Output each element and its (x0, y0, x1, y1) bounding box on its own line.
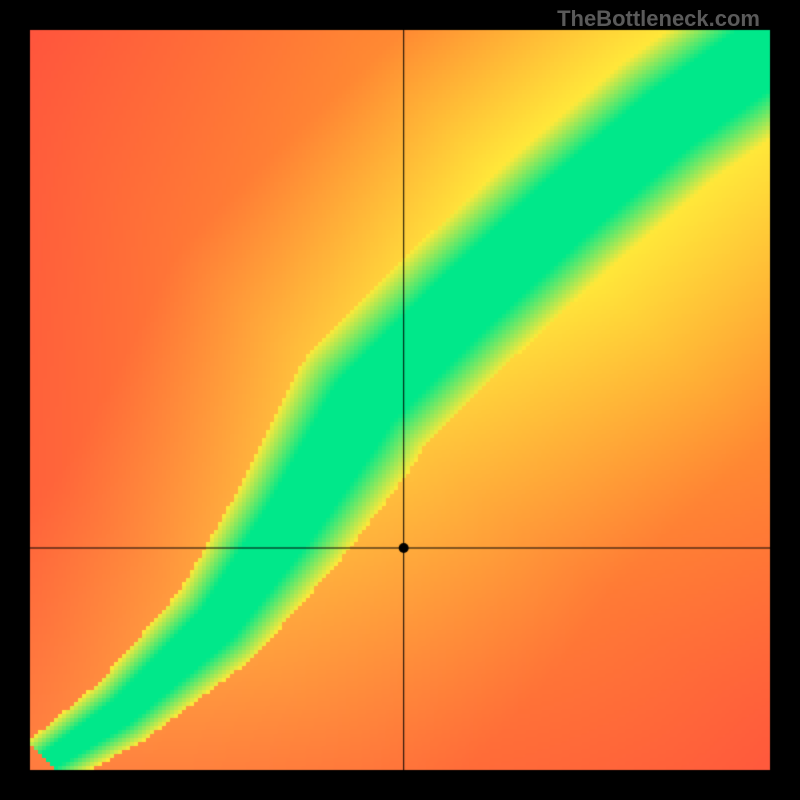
chart-container: TheBottleneck.com (0, 0, 800, 800)
heatmap-canvas (0, 0, 800, 800)
watermark-text: TheBottleneck.com (557, 6, 760, 32)
